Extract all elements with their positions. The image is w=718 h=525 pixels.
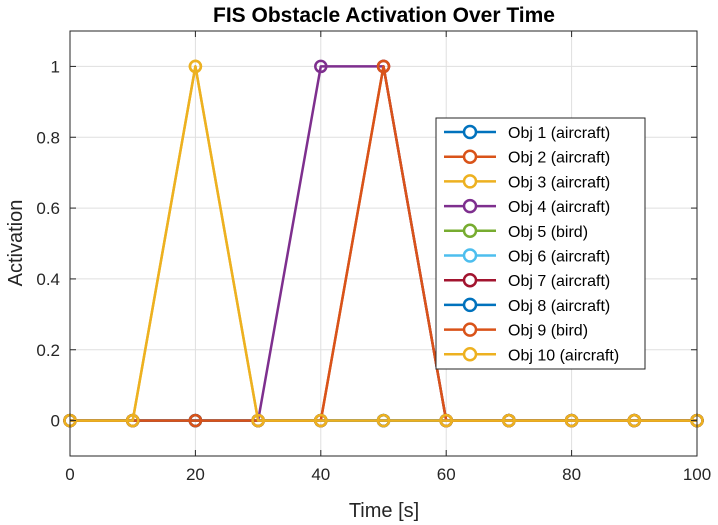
data-point bbox=[376, 413, 391, 428]
data-point bbox=[314, 59, 328, 74]
data-point bbox=[188, 59, 203, 74]
legend-marker-swatch bbox=[462, 347, 478, 362]
legend-marker-swatch bbox=[462, 198, 478, 214]
legend-marker-swatch bbox=[462, 322, 478, 337]
legend-entry: Obj 2 (aircraft) bbox=[444, 149, 610, 167]
legend-label: Obj 7 (aircraft) bbox=[508, 273, 610, 290]
legend-entry: Obj 6 (aircraft) bbox=[444, 248, 610, 266]
data-point bbox=[502, 413, 516, 428]
y-tick-label: 0 bbox=[51, 412, 60, 431]
data-point bbox=[188, 413, 203, 428]
legend-label: Obj 1 (aircraft) bbox=[508, 125, 610, 142]
legend-entry: Obj 4 (aircraft) bbox=[444, 198, 610, 216]
axis-ticks: 0 20 40 60 80 100 0 0.2 0.4 0.6 0.8 1 bbox=[36, 31, 711, 484]
legend-entry: Obj 3 (aircraft) bbox=[444, 174, 610, 191]
legend-marker-swatch bbox=[462, 297, 478, 313]
data-point bbox=[314, 413, 328, 428]
legend-marker-swatch bbox=[462, 149, 478, 164]
legend-marker-swatch bbox=[462, 174, 478, 189]
chart-title: FIS Obstacle Activation Over Time bbox=[213, 4, 555, 27]
legend-label: Obj 6 (aircraft) bbox=[508, 249, 610, 266]
x-tick-label: 80 bbox=[562, 465, 581, 484]
x-axis-title: Time [s] bbox=[349, 500, 419, 522]
data-point bbox=[439, 413, 453, 428]
data-point bbox=[125, 413, 140, 428]
legend-label: Obj 5 (bird) bbox=[508, 224, 588, 241]
legend-marker-swatch bbox=[462, 272, 478, 288]
x-tick-label: 40 bbox=[311, 465, 330, 484]
legend-label: Obj 10 (aircraft) bbox=[508, 347, 619, 364]
y-tick-label: 1 bbox=[51, 57, 60, 76]
y-axis-title: Activation bbox=[5, 200, 27, 287]
legend-entry: Obj 8 (aircraft) bbox=[444, 297, 610, 315]
y-tick-label: 0.6 bbox=[36, 199, 60, 218]
y-tick-label: 0.2 bbox=[36, 341, 60, 360]
legend-entry: Obj 5 (bird) bbox=[444, 223, 588, 241]
y-tick-label: 0.4 bbox=[36, 270, 60, 289]
legend-marker-swatch bbox=[462, 223, 478, 239]
legend-entry: Obj 7 (aircraft) bbox=[444, 272, 610, 290]
legend-marker-swatch bbox=[462, 248, 478, 263]
data-point bbox=[627, 413, 642, 428]
series-line bbox=[70, 65, 697, 422]
data-point bbox=[376, 59, 391, 74]
legend: Obj 1 (aircraft) Obj 2 (aircraft) Obj 3 (a… bbox=[435, 117, 646, 370]
legend-entry: Obj 10 (aircraft) bbox=[444, 347, 619, 364]
plot-frame bbox=[69, 30, 698, 457]
x-tick-label: 60 bbox=[437, 465, 456, 484]
legend-marker-swatch bbox=[462, 124, 478, 140]
legend-entry: Obj 9 (bird) bbox=[444, 322, 588, 340]
x-tick-label: 20 bbox=[186, 465, 205, 484]
legend-entry: Obj 1 (aircraft) bbox=[444, 124, 610, 142]
legend-label: Obj 3 (aircraft) bbox=[508, 174, 610, 191]
legend-label: Obj 9 (bird) bbox=[508, 323, 588, 340]
y-tick-label: 0.8 bbox=[36, 128, 60, 147]
data-point bbox=[564, 413, 579, 428]
series-10 bbox=[63, 59, 704, 428]
legend-label: Obj 4 (aircraft) bbox=[508, 199, 610, 216]
legend-label: Obj 2 (aircraft) bbox=[508, 150, 610, 167]
data-point bbox=[251, 413, 265, 428]
x-tick-label: 0 bbox=[65, 465, 74, 484]
x-tick-label: 100 bbox=[683, 465, 711, 484]
legend-label: Obj 8 (aircraft) bbox=[508, 298, 610, 315]
series-layer bbox=[63, 59, 704, 428]
